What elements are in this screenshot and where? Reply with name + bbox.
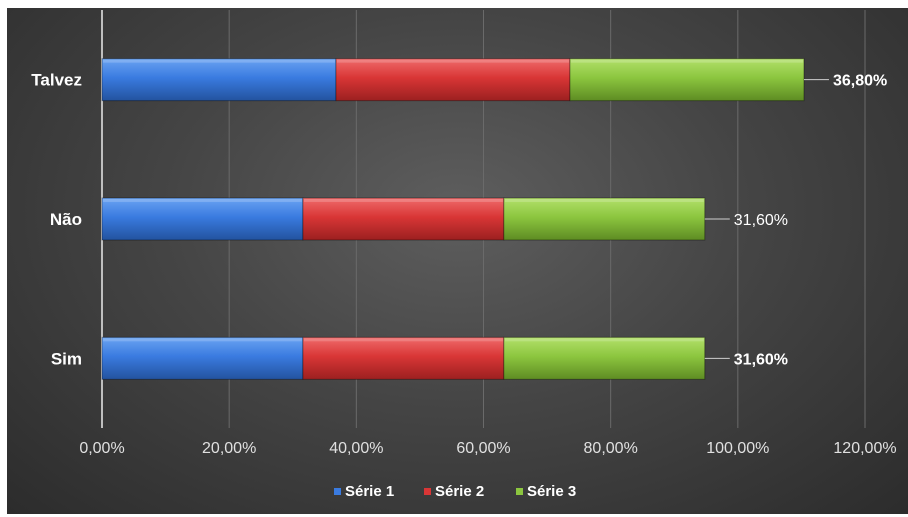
data-labels: 31,60% 31,60% 36,80%: [704, 73, 887, 368]
legend-label-serie-2: Série 2: [435, 483, 484, 500]
x-tick-label-100: 100,00%: [706, 440, 769, 457]
x-tick-label-40: 40,00%: [329, 440, 383, 457]
bar-highlight-serie-1-talvez: [103, 59, 335, 63]
bar-highlight-serie-1-nao: [103, 199, 302, 202]
x-tick-label-60: 60,00%: [456, 440, 510, 457]
bar-highlight-serie-2-sim: [303, 338, 503, 342]
x-tick-label-20: 20,00%: [202, 440, 256, 457]
data-label-talvez: 36,80%: [833, 73, 887, 90]
bar-highlight-serie-3-nao: [504, 199, 704, 202]
bar-serie-1-talvez: [101, 58, 337, 102]
bar-serie-2-talvez: [335, 58, 571, 102]
y-axis-categories: Sim Não Talvez: [31, 71, 82, 369]
chart-area: 31,60% 31,60% 36,80% 0,00% 20,00% 40,00% 60,0…: [7, 8, 908, 514]
data-label-nao: 31,60%: [734, 212, 788, 229]
category-label-talvez: Talvez: [31, 71, 82, 90]
category-label-sim: Sim: [51, 349, 82, 368]
bar-serie-3-nao: [503, 197, 706, 241]
bar-serie-3-sim: [503, 336, 706, 380]
legend-swatch-serie-2: [424, 488, 431, 495]
bars: [101, 58, 805, 380]
legend-label-serie-1: Série 1: [345, 483, 394, 500]
bar-serie-1-sim: [101, 336, 304, 380]
x-axis-ticks: 0,00% 20,00% 40,00% 60,00% 80,00% 100,00% 120,…: [79, 440, 896, 457]
bar-highlight-serie-3-sim: [504, 338, 704, 342]
bar-serie-1-nao: [101, 197, 304, 241]
legend-swatch-serie-1: [334, 488, 341, 495]
legend-swatch-serie-3: [516, 488, 523, 495]
legend: Série 1 Série 2 Série 3: [334, 483, 576, 500]
bar-serie-2-nao: [302, 197, 505, 241]
bar-serie-2-sim: [302, 336, 505, 380]
category-label-nao: Não: [50, 210, 82, 229]
x-tick-label-0: 0,00%: [79, 440, 124, 457]
bar-highlight-serie-3-talvez: [570, 59, 803, 63]
x-tick-label-120: 120,00%: [833, 440, 896, 457]
stacked-bar-chart: 31,60% 31,60% 36,80% 0,00% 20,00% 40,00% 60,0…: [31, 10, 897, 500]
bar-highlight-serie-2-talvez: [336, 59, 569, 63]
bar-highlight-serie-1-sim: [103, 338, 302, 342]
x-tick-label-80: 80,00%: [584, 440, 638, 457]
bar-serie-3-talvez: [569, 58, 805, 102]
data-label-sim: 31,60%: [734, 351, 788, 368]
bar-highlight-serie-2-nao: [303, 199, 503, 202]
legend-label-serie-3: Série 3: [527, 483, 576, 500]
